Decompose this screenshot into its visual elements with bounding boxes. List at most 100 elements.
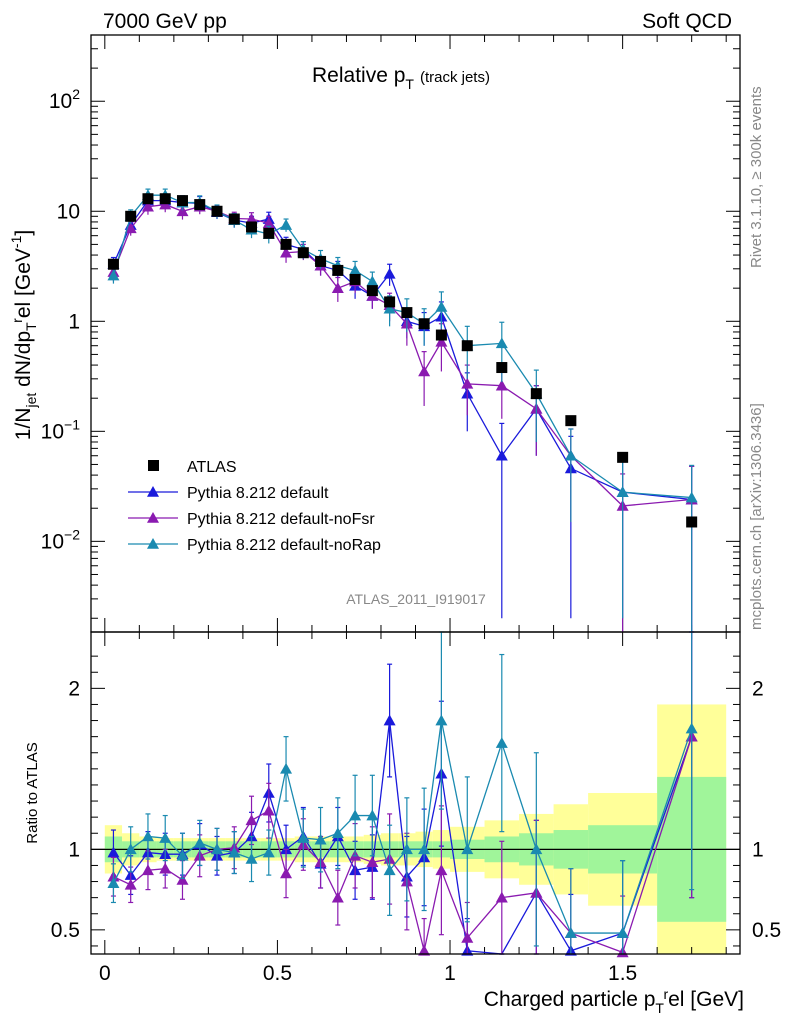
x-tick-label: 0 [99,962,111,985]
ratio-data-point [107,877,120,888]
ratio-data-point [245,853,258,864]
ratio-data-point [124,843,137,855]
ratio-data-point [331,827,344,839]
atlas-data-point [384,296,396,308]
ratio-data-point [685,722,698,734]
main-series-2 [107,197,698,632]
ratio-data-point [400,843,413,855]
atlas-data-point [366,285,378,297]
ratio-data-point [159,832,172,843]
atlas-data-point [246,221,258,233]
ratio-data-point [107,846,120,858]
rivet-label: Rivet 3.1.10, ≥ 300k events [748,86,765,268]
ratio-data-point [262,804,275,816]
x-tick-label: 1 [444,962,456,985]
legend-label: ATLAS [187,459,237,476]
main-data-point [435,300,448,312]
main-data-point [383,267,396,279]
ratio-data-point [349,809,362,821]
ratio-data-point [435,864,448,876]
main-data-point [176,205,189,217]
legend-label: Pythia 8.212 default-noRap [187,537,381,554]
ratio-data-point [461,843,474,855]
ratio-data-point [616,927,629,938]
ratio-data-point [418,944,431,956]
ratio-data-point [331,891,344,903]
main-data-point [280,246,293,258]
main-data-point [366,275,379,287]
atlas-data-point [228,213,240,225]
atlas-data-point [461,340,473,352]
ratio-data-point [314,833,327,845]
main-data-point [262,217,275,228]
ratio-data-point [211,843,224,855]
ratio-y-tick-label: 2 [68,677,80,700]
analysis-label: ATLAS_2011_I919017 [346,591,486,607]
header-left: 7000 GeV pp [103,10,227,33]
ratio-y-tick-label-right: 1 [752,838,764,861]
atlas-data-point [401,307,413,319]
atlas-data-point [617,451,629,463]
ratio-data-point [176,873,189,885]
main-data-point [141,200,154,212]
main-y-tick-label: 10−1 [41,416,81,443]
ratio-y-tick-label-right: 2 [752,677,764,700]
ratio-data-point [228,846,241,858]
legend-marker [148,460,159,471]
main-data-point [124,222,137,234]
ratio-y-tick-label-right: 0.5 [752,919,781,942]
main-data-point [418,365,431,377]
legend-marker [147,486,159,497]
x-tick-label: 1.5 [608,962,637,985]
ratio-data-point [530,843,543,855]
atlas-data-point [332,264,344,276]
ratio-y-tick-label: 1 [68,838,80,861]
ratio-y-tick-label: 0.5 [51,919,80,942]
ratio-data-point [141,830,154,842]
ratio-data-point [141,864,154,876]
ratio-data-point [383,864,396,876]
atlas-data-point [496,362,508,374]
ratio-series-line [113,736,693,954]
legend-entry: Pythia 8.212 default-noFsr [128,511,375,528]
ratio-data-point [435,714,448,726]
main-data-point [495,337,508,349]
main-y-tick-label: 1 [68,310,80,333]
legend-entry: ATLAS [148,459,237,476]
main-title: Relative pT (track jets) [312,64,490,92]
ratio-data-point [280,762,293,774]
atlas-data-point [530,388,542,400]
main-data-point [495,379,508,391]
main-y-tick-label: 10−2 [41,526,81,553]
atlas-data-point [107,258,119,270]
x-tick-label: 0.5 [263,962,292,985]
main-title-suffix: (track jets) [420,69,490,86]
legend-label: Pythia 8.212 default [187,485,329,502]
header-right: Soft QCD [642,10,732,33]
main-series-line [112,194,692,499]
ratio-data-point [564,927,577,938]
main-data-point [495,449,508,461]
main-data-point [685,491,698,503]
ratio-data-point [159,862,172,874]
main-series-3 [107,188,698,632]
atlas-data-point [280,238,292,250]
ratio-data-point [124,878,137,890]
atlas-data-point [565,415,577,427]
main-series-atlas [107,193,698,528]
ratio-data-point [245,814,258,826]
legend-label: Pythia 8.212 default-noFsr [187,511,375,528]
legend-marker [147,512,159,523]
atlas-data-point [686,516,698,528]
ratio-data-point [193,836,206,848]
atlas-data-point [159,193,171,205]
main-data-point [435,335,448,347]
main-data-point [564,449,577,461]
main-data-point [349,264,362,276]
main-data-point [331,282,344,293]
ratio-y-axis-label: Ratio to ATLAS [24,742,41,843]
main-y-axis-label: 1/Njet dN/dpTrel [GeV-1] [8,230,39,440]
main-series-line [112,199,692,501]
ratio-data-point [495,891,508,903]
